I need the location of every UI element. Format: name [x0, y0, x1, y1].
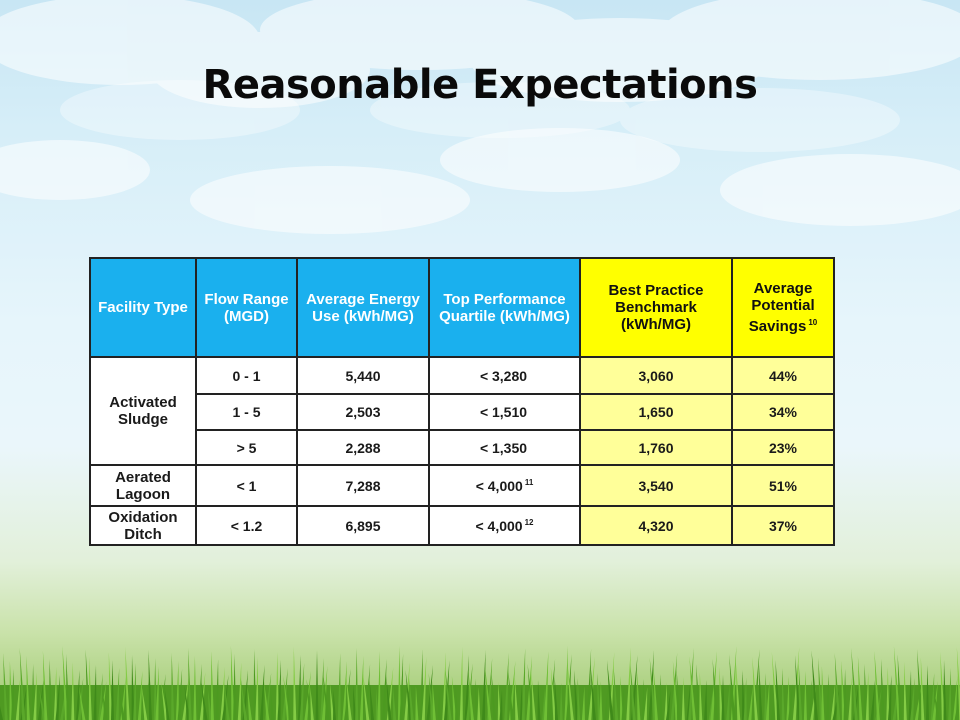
quartile-value: < 1,350 — [479, 439, 528, 456]
cell-benchmark: 4,320 — [579, 505, 733, 546]
clouds-background — [0, 0, 960, 234]
cell-facility: Aerated Lagoon — [89, 464, 197, 507]
quartile-value: < 3,280 — [479, 367, 528, 384]
cell-savings: 37% — [731, 505, 835, 546]
cell-benchmark: 1,760 — [579, 429, 733, 466]
quartile-value: < 1,510 — [479, 404, 528, 420]
benchmark-table: Facility Type Flow Range (MGD) Average E… — [89, 257, 835, 546]
table-row: 1 - 5 2,503 < 1,510 1,650 34% — [90, 393, 835, 431]
table-header-row: Facility Type Flow Range (MGD) Average E… — [89, 257, 835, 358]
slide-title: Reasonable Expectations — [202, 62, 758, 108]
cell-savings: 34% — [731, 393, 835, 431]
footnote-marker: 10 — [808, 318, 818, 327]
cell-savings: 51% — [731, 464, 835, 507]
table-row: Oxidation Ditch < 1.2 6,895 < 4,000 12 4,… — [89, 505, 835, 546]
cell-quartile: < 4,000 12 — [428, 505, 581, 546]
cell-benchmark: 3,060 — [579, 356, 733, 395]
table-row: Aerated Lagoon < 1 7,288 < 4,000 11 3,540… — [89, 464, 835, 507]
cell-energy: 2,503 — [296, 393, 430, 431]
cell-facility: Activated Sludge — [89, 356, 197, 466]
header-best-practice-benchmark: Best Practice Benchmark (kWh/MG) — [579, 257, 733, 358]
grass-decoration — [0, 646, 960, 720]
cell-quartile: < 1,510 — [428, 393, 581, 431]
footnote-marker: 11 — [524, 477, 534, 487]
cell-energy: 6,895 — [296, 505, 430, 546]
cell-quartile: < 1,350 — [428, 429, 581, 466]
cell-flow: 1 - 5 — [195, 393, 298, 431]
header-average-energy-use: Average Energy Use (kWh/MG) — [296, 257, 430, 358]
header-facility-type: Facility Type — [89, 257, 197, 358]
cell-flow: 0 - 1 — [195, 356, 298, 395]
header-savings-label: Average Potential Savings — [748, 280, 815, 335]
cell-quartile: < 4,000 11 — [428, 464, 581, 507]
cell-flow: < 1 — [195, 464, 298, 507]
cell-energy: 7,288 — [296, 464, 430, 507]
header-average-potential-savings: Average Potential Savings 10 — [731, 257, 835, 358]
cell-quartile: < 3,280 — [428, 356, 581, 395]
table-row: Activated Sludge 0 - 1 5,440 < 3,280 3,0… — [89, 356, 835, 466]
cell-energy: 5,440 — [296, 356, 430, 395]
table-row: > 5 2,288 < 1,350 1,760 23% — [90, 429, 835, 466]
quartile-value: < 4,000 — [475, 517, 523, 534]
cell-benchmark: 1,650 — [579, 393, 733, 431]
header-top-performance-quartile: Top Performance Quartile (kWh/MG) — [428, 257, 581, 358]
cell-savings: 23% — [731, 429, 835, 466]
header-flow-range: Flow Range (MGD) — [195, 257, 298, 358]
cell-savings: 44% — [731, 356, 835, 395]
cell-energy: 2,288 — [296, 429, 430, 466]
cell-facility: Oxidation Ditch — [89, 505, 197, 546]
footnote-marker: 12 — [524, 517, 534, 527]
cell-flow: > 5 — [195, 429, 298, 466]
cell-flow: < 1.2 — [195, 505, 298, 546]
quartile-value: < 4,000 — [475, 477, 523, 494]
cell-benchmark: 3,540 — [579, 464, 733, 507]
